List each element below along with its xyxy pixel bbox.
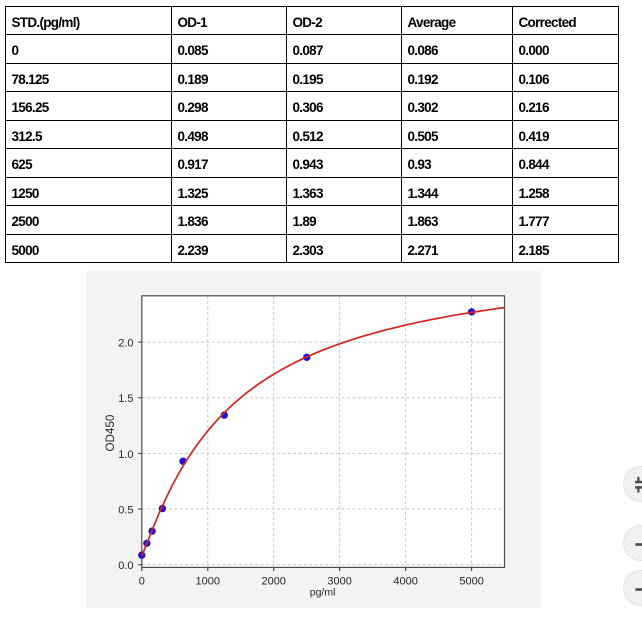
svg-text:2000: 2000 — [261, 576, 285, 588]
svg-text:2.0: 2.0 — [118, 338, 133, 350]
svg-text:4000: 4000 — [393, 576, 417, 588]
svg-text:OD450: OD450 — [104, 415, 117, 452]
svg-text:3000: 3000 — [327, 576, 351, 588]
svg-text:1.0: 1.0 — [118, 449, 133, 461]
svg-text:0.0: 0.0 — [118, 560, 133, 572]
svg-text:pg/ml: pg/ml — [310, 587, 336, 599]
svg-text:1000: 1000 — [196, 576, 220, 588]
svg-text:0.5: 0.5 — [118, 504, 133, 516]
svg-text:1.5: 1.5 — [118, 393, 133, 405]
svg-text:5000: 5000 — [459, 576, 483, 588]
svg-text:0: 0 — [139, 576, 145, 588]
